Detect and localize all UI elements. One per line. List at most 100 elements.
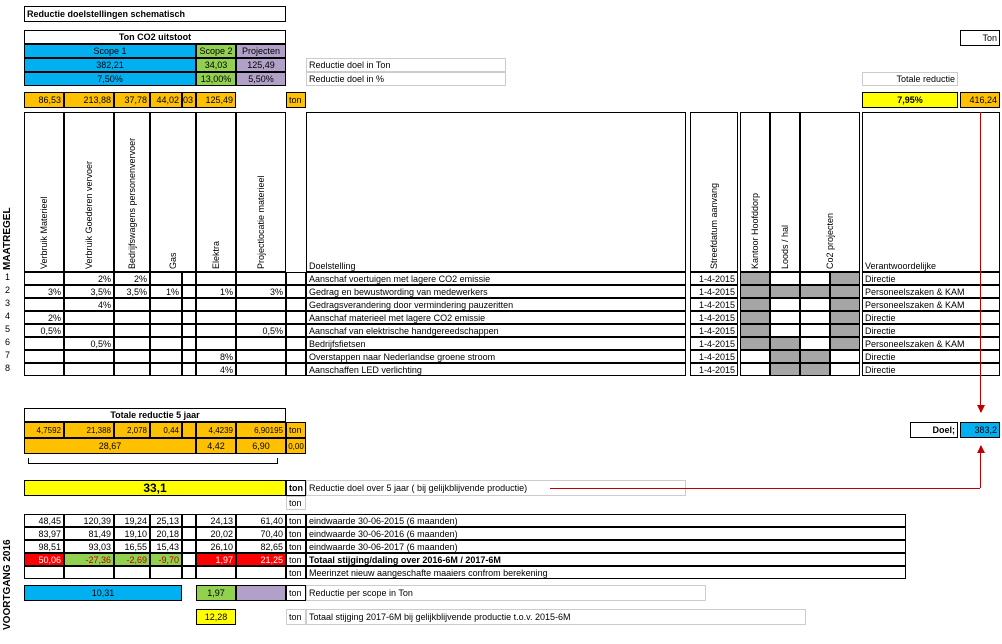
grid-3-2[interactable] [800, 311, 830, 324]
pct-0-5[interactable] [236, 272, 286, 285]
pct-1-0[interactable]: 3% [24, 285, 64, 298]
pct-6-0[interactable] [24, 350, 64, 363]
prog-3-2[interactable]: -2,69 [114, 553, 150, 566]
grid-5-1[interactable] [770, 337, 800, 350]
pct-0-3[interactable] [150, 272, 182, 285]
pct-2-2[interactable] [114, 298, 150, 311]
prog-1-2[interactable]: 19,10 [114, 527, 150, 540]
grid-2-3[interactable] [830, 298, 860, 311]
prog-3-5[interactable]: 1,97 [196, 553, 236, 566]
prog-4-0[interactable] [24, 566, 64, 579]
grid-6-3[interactable] [830, 350, 860, 363]
prog-4-6[interactable] [236, 566, 286, 579]
grid-4-2[interactable] [800, 324, 830, 337]
prog-3-6[interactable]: 21,25 [236, 553, 286, 566]
pct-3-4[interactable] [196, 311, 236, 324]
pct-0-1[interactable]: 2% [64, 272, 114, 285]
grid-6-2[interactable] [800, 350, 830, 363]
pct-7-2[interactable] [114, 363, 150, 376]
prog-2-2[interactable]: 16,55 [114, 540, 150, 553]
pct-6-2[interactable] [114, 350, 150, 363]
grid-2-1[interactable] [770, 298, 800, 311]
pct-2-3[interactable] [150, 298, 182, 311]
prog-3-3[interactable]: -9,70 [150, 553, 182, 566]
pct-7-4[interactable]: 4% [196, 363, 236, 376]
grid-5-2[interactable] [800, 337, 830, 350]
prog-1-5[interactable]: 20,02 [196, 527, 236, 540]
prog-1-6[interactable]: 70,40 [236, 527, 286, 540]
prog-2-3[interactable]: 15,43 [150, 540, 182, 553]
grid-7-0[interactable] [740, 363, 770, 376]
prog-3-0[interactable]: 50,06 [24, 553, 64, 566]
pct-1-1[interactable]: 3,5% [64, 285, 114, 298]
pct-5-1[interactable]: 0,5% [64, 337, 114, 350]
pct-5-0[interactable] [24, 337, 64, 350]
pct-7-1[interactable] [64, 363, 114, 376]
prog-2-0[interactable]: 98,51 [24, 540, 64, 553]
pct-0-4[interactable] [196, 272, 236, 285]
pct-7-5[interactable] [236, 363, 286, 376]
pct-1-5[interactable]: 3% [236, 285, 286, 298]
grid-3-1[interactable] [770, 311, 800, 324]
grid-6-0[interactable] [740, 350, 770, 363]
prog-2-5[interactable]: 26,10 [196, 540, 236, 553]
grid-4-3[interactable] [830, 324, 860, 337]
grid-0-2[interactable] [800, 272, 830, 285]
pct-5-2[interactable] [114, 337, 150, 350]
pct-3-1[interactable] [64, 311, 114, 324]
grid-1-1[interactable] [770, 285, 800, 298]
prog-4-4[interactable] [182, 566, 196, 579]
grid-1-3[interactable] [830, 285, 860, 298]
prog-4-5[interactable] [196, 566, 236, 579]
prog-4-3[interactable] [150, 566, 182, 579]
grid-0-0[interactable] [740, 272, 770, 285]
pct-4-4[interactable] [196, 324, 236, 337]
pct-0-0[interactable] [24, 272, 64, 285]
prog-0-0[interactable]: 48,45 [24, 514, 64, 527]
prog-0-4[interactable] [182, 514, 196, 527]
prog-4-1[interactable] [64, 566, 114, 579]
prog-1-3[interactable]: 20,18 [150, 527, 182, 540]
prog-0-1[interactable]: 120,39 [64, 514, 114, 527]
prog-2-1[interactable]: 93,03 [64, 540, 114, 553]
pct-7-0[interactable] [24, 363, 64, 376]
pct-1-2[interactable]: 3,5% [114, 285, 150, 298]
pct-3-5[interactable] [236, 311, 286, 324]
prog-1-0[interactable]: 83,97 [24, 527, 64, 540]
grid-3-3[interactable] [830, 311, 860, 324]
grid-1-0[interactable] [740, 285, 770, 298]
pct-4-0[interactable]: 0,5% [24, 324, 64, 337]
pct-6-4[interactable]: 8% [196, 350, 236, 363]
grid-3-0[interactable] [740, 311, 770, 324]
pct-3-2[interactable] [114, 311, 150, 324]
grid-0-3[interactable] [830, 272, 860, 285]
pct-7-3[interactable] [150, 363, 182, 376]
pct-0-2[interactable]: 2% [114, 272, 150, 285]
pct-2-4[interactable] [196, 298, 236, 311]
pct-6-3[interactable] [150, 350, 182, 363]
grid-7-3[interactable] [830, 363, 860, 376]
grid-5-0[interactable] [740, 337, 770, 350]
grid-7-1[interactable] [770, 363, 800, 376]
grid-4-1[interactable] [770, 324, 800, 337]
pct-5-4[interactable] [196, 337, 236, 350]
grid-1-2[interactable] [800, 285, 830, 298]
prog-0-3[interactable]: 25,13 [150, 514, 182, 527]
prog-4-2[interactable] [114, 566, 150, 579]
pct-5-5[interactable] [236, 337, 286, 350]
pct-4-3[interactable] [150, 324, 182, 337]
grid-0-1[interactable] [770, 272, 800, 285]
grid-2-0[interactable] [740, 298, 770, 311]
pct-4-5[interactable]: 0,5% [236, 324, 286, 337]
grid-2-2[interactable] [800, 298, 830, 311]
prog-0-6[interactable]: 61,40 [236, 514, 286, 527]
grid-5-3[interactable] [830, 337, 860, 350]
pct-4-2[interactable] [114, 324, 150, 337]
prog-1-1[interactable]: 81,49 [64, 527, 114, 540]
prog-0-2[interactable]: 19,24 [114, 514, 150, 527]
prog-3-4[interactable] [182, 553, 196, 566]
prog-3-1[interactable]: -27,36 [64, 553, 114, 566]
prog-2-4[interactable] [182, 540, 196, 553]
pct-4-1[interactable] [64, 324, 114, 337]
prog-2-6[interactable]: 82,65 [236, 540, 286, 553]
